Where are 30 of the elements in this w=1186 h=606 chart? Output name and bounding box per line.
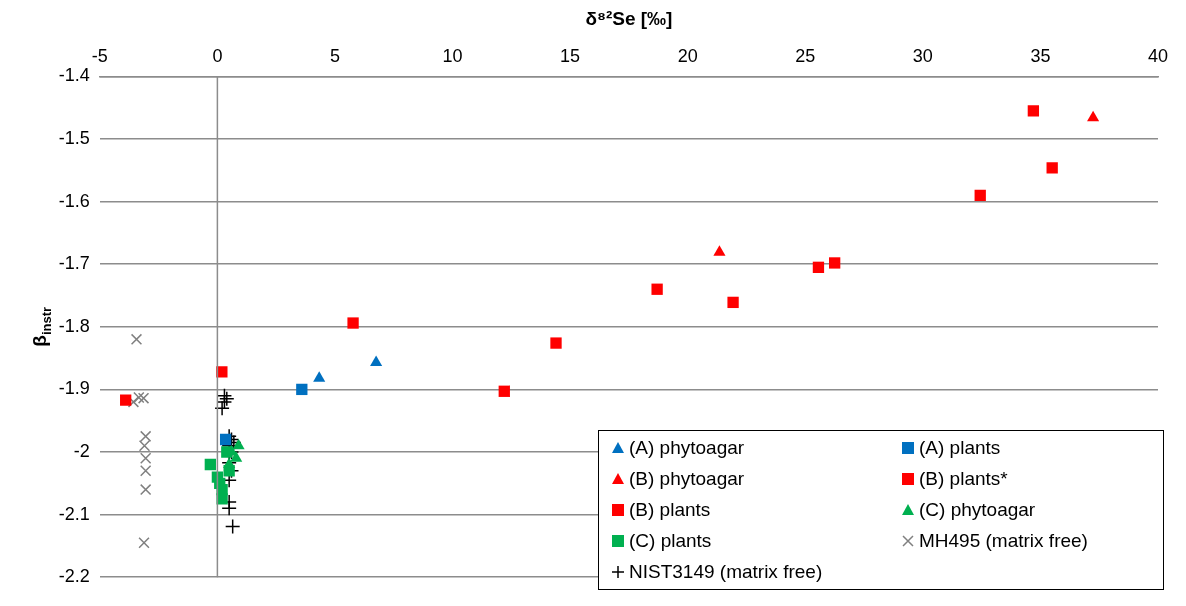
- legend-label: (C) plants: [629, 530, 712, 552]
- legend-label: (A) phytoagar: [629, 437, 745, 459]
- legend-label: (B) plants*: [919, 468, 1008, 490]
- x-tick-label: 10: [442, 45, 463, 66]
- y-tick-label: -2: [73, 440, 90, 461]
- x-tick-label: -5: [91, 45, 108, 66]
- x-tick-label: 5: [329, 45, 340, 66]
- x-tick-label: 30: [912, 45, 933, 66]
- legend-label: NIST3149 (matrix free): [629, 561, 823, 583]
- x-tick-label: 15: [560, 45, 581, 66]
- x-tick-label: 25: [795, 45, 816, 66]
- y-axis-title: βinstr: [29, 306, 54, 347]
- x-tick-label: 40: [1147, 45, 1169, 66]
- x-tick-label: 0: [212, 45, 223, 66]
- y-tick-label: -1.5: [58, 127, 90, 148]
- legend-label: (C) phytoagar: [919, 499, 1036, 521]
- y-tick-label: -1.9: [58, 378, 90, 399]
- x-tick-label: 20: [677, 45, 698, 66]
- y-tick-label: -2.1: [58, 503, 90, 524]
- y-tick-label: -1.6: [58, 190, 90, 211]
- x-tick-label: 35: [1030, 45, 1051, 66]
- y-tick-label: -2.2: [58, 566, 90, 587]
- legend-label: (B) plants: [629, 499, 711, 521]
- y-tick-label: -1.4: [58, 65, 90, 86]
- legend-label: MH495 (matrix free): [919, 530, 1088, 552]
- legend-label: (A) plants: [919, 437, 1001, 459]
- legend-label: (B) phytoagar: [629, 468, 745, 490]
- y-tick-label: -1.7: [58, 253, 90, 274]
- y-tick-label: -1.8: [58, 315, 90, 336]
- x-axis-title: δ⁸²Se [‰]: [585, 7, 673, 29]
